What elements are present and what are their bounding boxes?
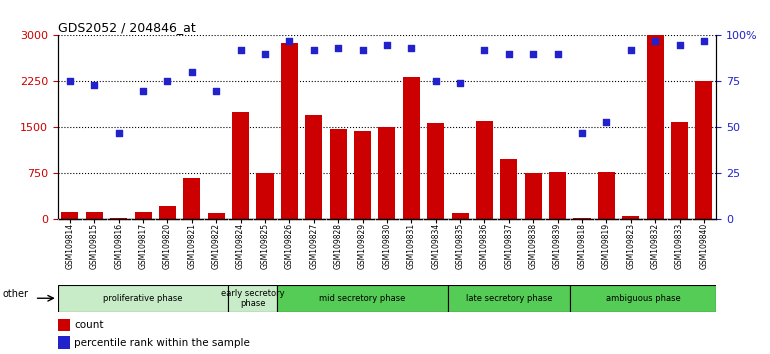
- Bar: [232, 112, 249, 219]
- Bar: [58, 319, 69, 331]
- Text: GSM109821: GSM109821: [187, 223, 196, 269]
- Point: [234, 47, 246, 53]
- Text: mid secretory phase: mid secretory phase: [320, 294, 406, 303]
- Bar: [647, 35, 664, 219]
- Bar: [574, 218, 591, 219]
- Point: [430, 79, 442, 84]
- Bar: [524, 173, 542, 219]
- Bar: [330, 129, 346, 219]
- Text: GSM109834: GSM109834: [431, 223, 440, 269]
- Text: GSM109829: GSM109829: [358, 223, 367, 269]
- Text: GSM109825: GSM109825: [260, 223, 269, 269]
- Text: GSM109830: GSM109830: [383, 223, 391, 269]
- Text: early secretory
phase: early secretory phase: [221, 289, 285, 308]
- Text: GSM109836: GSM109836: [480, 223, 489, 269]
- Text: GSM109817: GSM109817: [139, 223, 148, 269]
- Point: [259, 51, 271, 57]
- Point: [380, 42, 393, 47]
- Bar: [354, 131, 371, 219]
- Text: GSM109823: GSM109823: [626, 223, 635, 269]
- Text: GSM109839: GSM109839: [553, 223, 562, 269]
- Point: [357, 47, 369, 53]
- Text: GSM109835: GSM109835: [456, 223, 464, 269]
- Bar: [695, 81, 712, 219]
- Text: GSM109832: GSM109832: [651, 223, 660, 269]
- Point: [673, 42, 685, 47]
- Text: GSM109815: GSM109815: [90, 223, 99, 269]
- Text: ambiguous phase: ambiguous phase: [605, 294, 681, 303]
- Bar: [229, 285, 277, 312]
- Point: [161, 79, 173, 84]
- Point: [307, 47, 320, 53]
- Text: GSM109826: GSM109826: [285, 223, 294, 269]
- Bar: [110, 218, 127, 219]
- Text: GSM109816: GSM109816: [114, 223, 123, 269]
- Text: other: other: [3, 289, 29, 299]
- Text: GSM109827: GSM109827: [310, 223, 318, 269]
- Text: GSM109831: GSM109831: [407, 223, 416, 269]
- Text: late secretory phase: late secretory phase: [466, 294, 552, 303]
- Bar: [58, 336, 69, 349]
- Point: [405, 45, 417, 51]
- Point: [283, 38, 296, 44]
- Point: [503, 51, 515, 57]
- Text: GSM109818: GSM109818: [578, 223, 587, 269]
- Bar: [427, 123, 444, 219]
- Text: GDS2052 / 204846_at: GDS2052 / 204846_at: [58, 21, 196, 34]
- Bar: [58, 285, 229, 312]
- Point: [454, 80, 466, 86]
- Bar: [598, 172, 615, 219]
- Text: GSM109838: GSM109838: [529, 223, 537, 269]
- Text: GSM109820: GSM109820: [163, 223, 172, 269]
- Bar: [622, 216, 639, 219]
- Text: percentile rank within the sample: percentile rank within the sample: [74, 338, 250, 348]
- Bar: [476, 121, 493, 219]
- Point: [649, 38, 661, 44]
- Point: [551, 51, 564, 57]
- Bar: [549, 172, 566, 219]
- Bar: [403, 76, 420, 219]
- Bar: [451, 213, 469, 219]
- Bar: [85, 212, 103, 219]
- Bar: [256, 173, 273, 219]
- Point: [698, 38, 710, 44]
- Text: GSM109814: GSM109814: [65, 223, 75, 269]
- Point: [137, 88, 149, 93]
- Bar: [448, 285, 570, 312]
- Bar: [208, 213, 225, 219]
- Bar: [281, 44, 298, 219]
- Point: [527, 51, 539, 57]
- Text: GSM109840: GSM109840: [699, 223, 708, 269]
- Point: [112, 130, 125, 136]
- Point: [576, 130, 588, 136]
- Bar: [570, 285, 716, 312]
- Bar: [378, 127, 396, 219]
- Text: GSM109819: GSM109819: [602, 223, 611, 269]
- Text: GSM109833: GSM109833: [675, 223, 684, 269]
- Point: [478, 47, 490, 53]
- Bar: [500, 159, 517, 219]
- Text: count: count: [74, 320, 104, 330]
- Text: GSM109824: GSM109824: [236, 223, 245, 269]
- Point: [210, 88, 223, 93]
- Text: proliferative phase: proliferative phase: [103, 294, 182, 303]
- Point: [332, 45, 344, 51]
- Bar: [135, 212, 152, 219]
- Point: [88, 82, 100, 88]
- Text: GSM109828: GSM109828: [333, 223, 343, 269]
- Bar: [159, 206, 176, 219]
- Point: [186, 69, 198, 75]
- Text: GSM109822: GSM109822: [212, 223, 221, 269]
- Bar: [671, 122, 688, 219]
- Bar: [62, 211, 79, 219]
- Point: [64, 79, 76, 84]
- Point: [624, 47, 637, 53]
- Bar: [277, 285, 448, 312]
- Bar: [305, 115, 323, 219]
- Point: [601, 119, 613, 125]
- Bar: [183, 178, 200, 219]
- Text: GSM109837: GSM109837: [504, 223, 514, 269]
